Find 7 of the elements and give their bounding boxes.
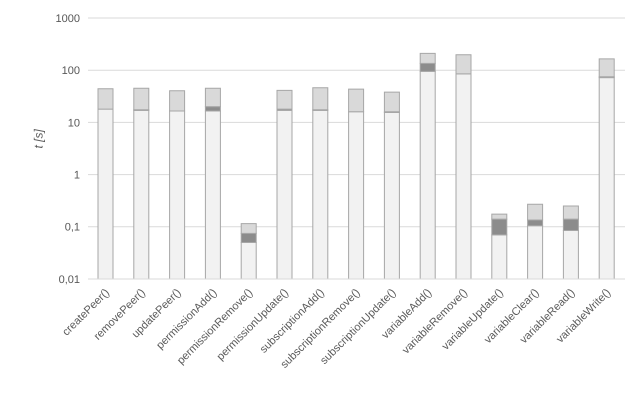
y-axis-title: t [s] [31, 128, 46, 148]
y-tick-label: 1 [74, 170, 80, 182]
y-tick-label: 100 [62, 65, 80, 78]
y-tick-label: 10 [68, 117, 80, 130]
y-tick-label: 1000 [56, 12, 80, 25]
y-tick-label: 0,1 [64, 222, 80, 234]
y-tick-label: 0,01 [58, 274, 80, 286]
